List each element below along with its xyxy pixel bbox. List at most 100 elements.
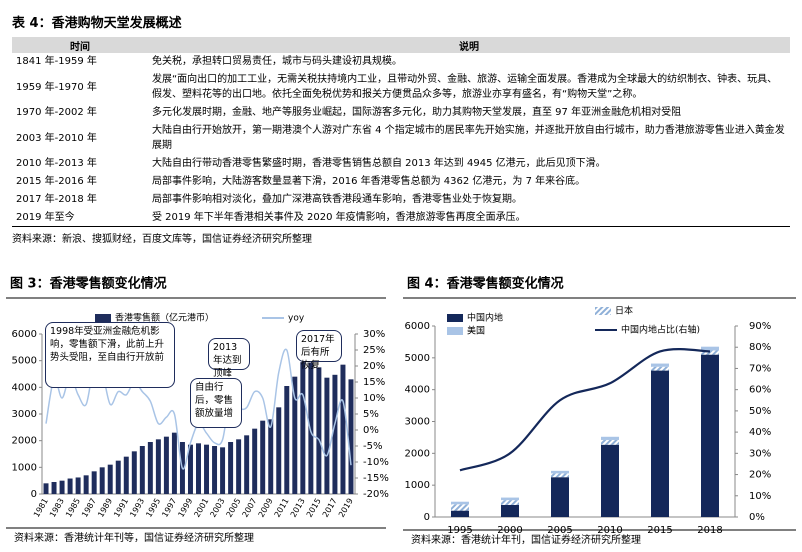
chart-panel: 图 3：香港零售额变化情况 资料来源：香港统计年刊等，国信证券经济研究所整理 0 10… (0, 262, 392, 548)
time-cell: 2010 年-2013 年 (12, 154, 148, 173)
legend-label: yoy (288, 314, 305, 324)
y2-tick-label: -15% (363, 473, 389, 484)
bar (551, 477, 569, 517)
bar (551, 473, 569, 478)
y-tick-label: 6000 (12, 329, 37, 340)
desc-cell: 大陆自由行带动香港零售繁盛时期，香港零售销售总额自 2013 年达到 4945 … (148, 154, 790, 173)
x-tick-label: 1981 (32, 497, 50, 519)
bar (601, 444, 619, 517)
bar (332, 374, 338, 494)
y2-tick-label: 90% (749, 321, 771, 332)
y2-tick-label: 50% (749, 406, 771, 417)
bar (651, 363, 669, 367)
bar (340, 364, 346, 494)
y2-tick-label: 20% (363, 361, 385, 372)
legend-swatch (447, 327, 463, 335)
bar (651, 370, 669, 517)
bar (701, 354, 719, 517)
annotation: 2017年后有所恢复 (296, 330, 342, 371)
y2-tick-label: 10% (749, 491, 771, 502)
y2-tick-label: 30% (363, 329, 385, 340)
bar (451, 510, 469, 517)
bar (300, 362, 306, 494)
legend-label: 日本 (615, 305, 633, 317)
x-tick-label: 1985 (64, 497, 82, 519)
y2-tick-label: 10% (363, 393, 385, 404)
bar (43, 483, 49, 494)
bar (601, 439, 619, 445)
bar (91, 471, 97, 494)
y2-tick-label: 15% (363, 377, 385, 388)
header-row: 时间 说明 (12, 37, 790, 53)
bar (316, 367, 322, 494)
header-cell: 说明 (148, 37, 790, 53)
x-tick-label: 1999 (176, 497, 194, 519)
time-cell: 2003 年-2010 年 (12, 121, 148, 155)
time-cell: 1959 年-1970 年 (12, 70, 148, 104)
x-tick-label: 1989 (96, 497, 114, 519)
bar (501, 500, 519, 505)
bar (651, 366, 669, 371)
y-tick-label: 2000 (405, 448, 430, 459)
bar (163, 436, 169, 494)
chart-source: 资料来源：香港统计年刊等，国信证券经济研究所整理 (14, 531, 254, 544)
bar (123, 456, 129, 494)
x-tick-label: 2015 (305, 497, 323, 519)
bar (268, 419, 274, 494)
y-tick-label: 3000 (12, 409, 37, 420)
bar (276, 407, 282, 494)
y2-tick-label: 25% (363, 345, 385, 356)
line (459, 348, 711, 472)
x-tick-label: 1993 (128, 497, 146, 519)
x-tick-label: 2010 (597, 525, 622, 536)
table-title: 表 4：香港购物天堂发展概述 (12, 16, 182, 31)
bar (244, 435, 250, 494)
y-tick-label: 5000 (12, 356, 37, 367)
y2-tick-label: -10% (363, 457, 389, 468)
bar (284, 386, 290, 494)
x-tick-label: 1991 (112, 497, 130, 519)
y2-tick-label: 30% (749, 448, 771, 459)
legend-swatch (447, 314, 463, 322)
bar (171, 432, 177, 494)
table: 时间 说明 1841 年-1959 年免关税，承担转口贸易责任，城市与码头建设初… (12, 37, 790, 227)
bar (212, 446, 218, 494)
y2-tick-label: 20% (749, 470, 771, 481)
bar (292, 376, 298, 494)
y-tick-label: 4000 (12, 382, 37, 393)
bar (601, 436, 619, 440)
y-tick-label: 4000 (405, 385, 430, 396)
bar (308, 362, 314, 494)
y2-tick-label: -5% (363, 441, 382, 452)
bar (107, 464, 113, 494)
x-tick-label: 2009 (257, 497, 275, 519)
x-tick-label: 2005 (225, 497, 243, 519)
chart-panel: 图 4：香港零售额变化情况 资料来源：香港统计年刊，国信证券经济研究所整理 0 100… (397, 262, 802, 548)
time-cell: 2019 年至今 (12, 208, 148, 227)
y-tick-label: 6000 (405, 321, 430, 332)
bar (51, 482, 57, 494)
time-cell: 1970 年-2002 年 (12, 103, 148, 122)
bar (83, 475, 89, 494)
bar (131, 451, 137, 494)
y-tick-label: 1000 (12, 462, 37, 473)
bar (551, 470, 569, 474)
x-tick-label: 2011 (273, 497, 291, 519)
annotation: 1998年受亚洲金融危机影响，零售额下滑，此前上升势头受阻，至自由行开放前 (45, 322, 175, 388)
bar (67, 478, 73, 494)
chart-title: 图 3：香港零售额变化情况 (10, 276, 167, 292)
bar (701, 346, 719, 351)
bar (115, 460, 121, 494)
header-cell: 时间 (12, 37, 148, 53)
desc-cell: 大陆自由行开始放开，第一期港澳个人游对广东省 4 个指定城市的居民率先开始实施，… (148, 121, 790, 155)
annotation: 2013年达到顶峰 (208, 338, 250, 379)
bar (501, 504, 519, 517)
desc-cell: 发展“面向出口的加工工业，无需关税扶持境内工业，且带动外贸、金融、旅游、运输全面… (148, 70, 790, 104)
y2-tick-label: 40% (749, 427, 771, 438)
y-tick-label: 0 (424, 512, 430, 523)
table-row: 2019 年至今受 2019 年下半年香港相关事件及 2020 年疫情影响，香港… (12, 208, 790, 227)
x-tick-label: 2015 (647, 525, 672, 536)
x-tick-label: 2007 (241, 497, 259, 519)
